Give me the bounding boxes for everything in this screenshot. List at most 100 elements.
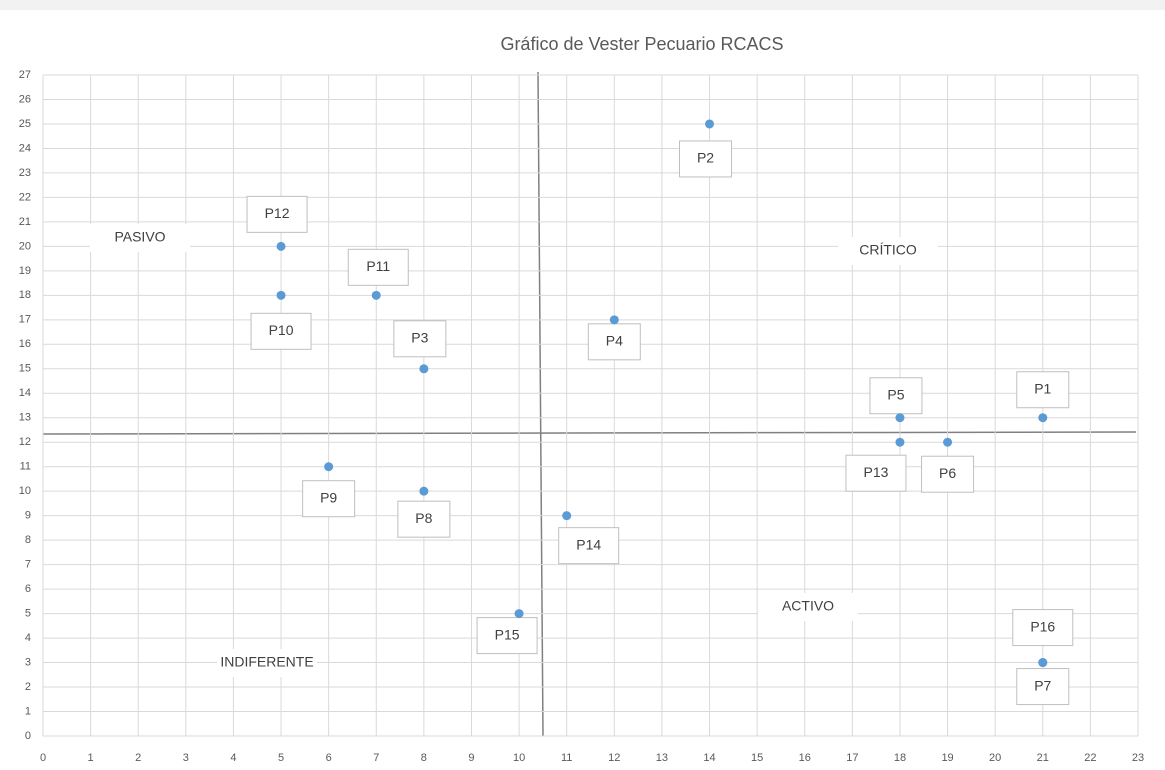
data-label: P1 <box>1034 380 1051 396</box>
y-tick-label: 24 <box>19 142 31 154</box>
quadrant-line-vertical <box>537 71 544 737</box>
data-label: P3 <box>411 329 428 345</box>
x-tick-label: 2 <box>135 752 141 764</box>
label-box <box>397 500 451 538</box>
annotation-box <box>758 593 858 621</box>
x-tick-label: 12 <box>608 752 620 764</box>
x-tick-label: 7 <box>373 752 379 764</box>
y-tick-label: 11 <box>20 461 31 473</box>
data-label: P6 <box>939 465 956 481</box>
point <box>943 437 953 447</box>
x-tick-label: 1 <box>88 752 94 764</box>
point <box>419 486 429 496</box>
label-box <box>246 195 308 233</box>
point <box>419 364 429 374</box>
data-label: P8 <box>415 510 432 526</box>
point <box>895 413 905 423</box>
y-tick-label: 6 <box>25 583 31 595</box>
label-box <box>558 527 620 565</box>
data-label: P10 <box>269 322 294 338</box>
y-tick-label: 23 <box>19 167 31 179</box>
label-box <box>869 377 923 415</box>
x-tick-label: 9 <box>468 752 474 764</box>
y-tick-label: 2 <box>25 681 31 693</box>
y-tick-label: 12 <box>19 436 31 448</box>
point <box>705 119 715 129</box>
label-box <box>1016 371 1070 409</box>
y-tick-label: 16 <box>19 338 31 350</box>
x-tick-label: 4 <box>230 752 236 764</box>
y-tick-label: 13 <box>19 412 31 424</box>
y-tick-label: 4 <box>25 632 31 644</box>
y-tick-label: 20 <box>19 240 31 252</box>
y-tick-label: 0 <box>25 730 31 742</box>
label-box <box>845 454 907 492</box>
quadrant-label: CRÍTICO <box>859 242 917 258</box>
x-tick-label: 17 <box>846 752 858 764</box>
y-tick-label: 15 <box>19 363 31 375</box>
label-box <box>250 312 312 350</box>
y-tick-label: 3 <box>25 656 31 668</box>
x-tick-label: 10 <box>513 752 525 764</box>
quadrant-line-horizontal <box>42 431 1137 435</box>
label-box <box>1012 609 1074 647</box>
x-tick-label: 23 <box>1132 752 1144 764</box>
label-box <box>476 617 538 655</box>
y-tick-label: 7 <box>25 559 31 571</box>
y-tick-label: 26 <box>19 93 31 105</box>
y-tick-label: 5 <box>25 607 31 619</box>
label-box <box>921 455 975 493</box>
point <box>609 315 619 325</box>
data-label: P9 <box>320 489 337 505</box>
y-tick-label: 10 <box>19 485 31 497</box>
chart-title: Gráfico de Vester Pecuario RCACS <box>500 34 783 54</box>
x-tick-label: 5 <box>278 752 284 764</box>
y-tick-label: 8 <box>25 534 31 546</box>
y-tick-label: 22 <box>19 191 31 203</box>
top-bar <box>0 0 1165 10</box>
x-tick-label: 6 <box>326 752 332 764</box>
point <box>514 609 524 619</box>
x-tick-label: 0 <box>40 752 46 764</box>
point <box>276 290 286 300</box>
data-label: P15 <box>495 626 520 642</box>
y-tick-label: 21 <box>19 216 31 228</box>
y-tick-label: 25 <box>19 118 31 130</box>
y-tick-label: 27 <box>19 69 31 81</box>
annotation-box <box>838 237 938 265</box>
x-tick-label: 14 <box>703 752 715 764</box>
label-box <box>347 248 409 286</box>
data-label: P11 <box>366 258 390 274</box>
x-tick-label: 16 <box>799 752 811 764</box>
annotation-box <box>90 224 190 252</box>
point <box>895 437 905 447</box>
y-tick-label: 18 <box>19 289 31 301</box>
label-box <box>679 140 733 178</box>
x-tick-label: 15 <box>751 752 763 764</box>
x-tick-label: 22 <box>1084 752 1096 764</box>
quadrant-label: ACTIVO <box>782 598 834 614</box>
x-tick-label: 8 <box>421 752 427 764</box>
point <box>324 462 334 472</box>
x-tick-label: 3 <box>183 752 189 764</box>
label-box <box>302 480 356 518</box>
y-tick-label: 14 <box>19 387 31 399</box>
x-tick-label: 20 <box>989 752 1001 764</box>
data-label: P7 <box>1034 677 1051 693</box>
point <box>1038 658 1048 668</box>
quadrant-label: PASIVO <box>114 229 165 245</box>
data-label: P13 <box>863 464 888 480</box>
data-label: P12 <box>265 205 290 221</box>
point <box>1038 413 1048 423</box>
data-label: P4 <box>606 333 623 349</box>
label-box <box>1016 668 1070 706</box>
point <box>371 290 381 300</box>
point <box>562 511 572 521</box>
label-box <box>393 320 447 358</box>
x-tick-label: 13 <box>656 752 668 764</box>
x-tick-label: 18 <box>894 752 906 764</box>
y-tick-label: 9 <box>25 510 31 522</box>
x-tick-label: 19 <box>941 752 953 764</box>
x-tick-label: 11 <box>561 752 572 764</box>
